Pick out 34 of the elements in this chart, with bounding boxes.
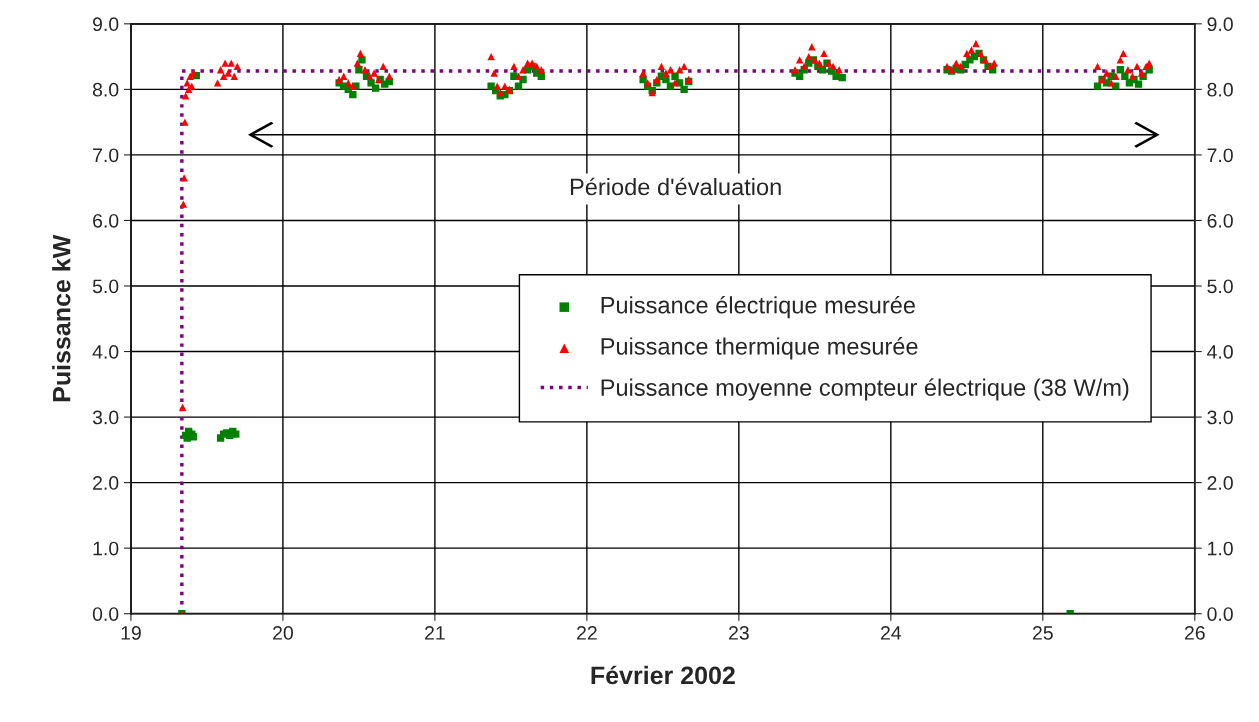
y-tick-label: 1.0	[93, 541, 119, 556]
x-axis-title: Février 2002	[591, 665, 735, 685]
y2-tick-label: 5.0	[1207, 279, 1233, 294]
y-tick-label: 4.0	[92, 345, 119, 359]
x-tick-label: 22	[577, 626, 597, 640]
y2-tick-label: 7.0	[1207, 148, 1233, 163]
y-tick-label: 7.0	[93, 148, 119, 163]
y-tick-label: 5.0	[92, 279, 119, 294]
y-axis-title: Puissance kW	[52, 234, 71, 402]
x-tick-label: 23	[729, 626, 749, 640]
y2-tick-label: 1.0	[1208, 541, 1233, 556]
x-tick-label: 25	[1032, 626, 1053, 640]
y2-tick-label: 2.0	[1207, 476, 1233, 490]
y-tick-label: 8.0	[92, 82, 119, 97]
x-tick-label: 24	[881, 626, 902, 640]
y2-tick-label: 9.0	[1207, 17, 1233, 32]
y-tick-label: 9.0	[93, 17, 119, 32]
y2-tick-label: 0.0	[1207, 607, 1233, 621]
annotation: Période d'évaluation	[570, 177, 781, 196]
y2-tick-label: 6.0	[1207, 213, 1233, 228]
y-tick-label: 2.0	[93, 476, 119, 490]
y2-tick-label: 3.0	[1207, 410, 1233, 425]
y2-tick-label: 8.0	[1207, 82, 1233, 97]
x-tick-label: 21	[425, 626, 445, 640]
legend-label: Puissance moyenne compteur électrique (38 W/m)	[601, 378, 1129, 401]
legend-label: Puissance thermique mesurée	[601, 337, 918, 360]
y-tick-label: 3.0	[92, 410, 119, 425]
x-tick-label: 20	[273, 626, 293, 640]
x-tick-label: 26	[1184, 626, 1205, 640]
y-tick-label: 6.0	[93, 213, 119, 228]
y2-tick-label: 4.0	[1207, 345, 1233, 359]
legend-label: Puissance électrique mesurée	[601, 295, 915, 319]
y-tick-label: 0.0	[92, 607, 119, 621]
x-tick-label: 19	[121, 626, 141, 640]
